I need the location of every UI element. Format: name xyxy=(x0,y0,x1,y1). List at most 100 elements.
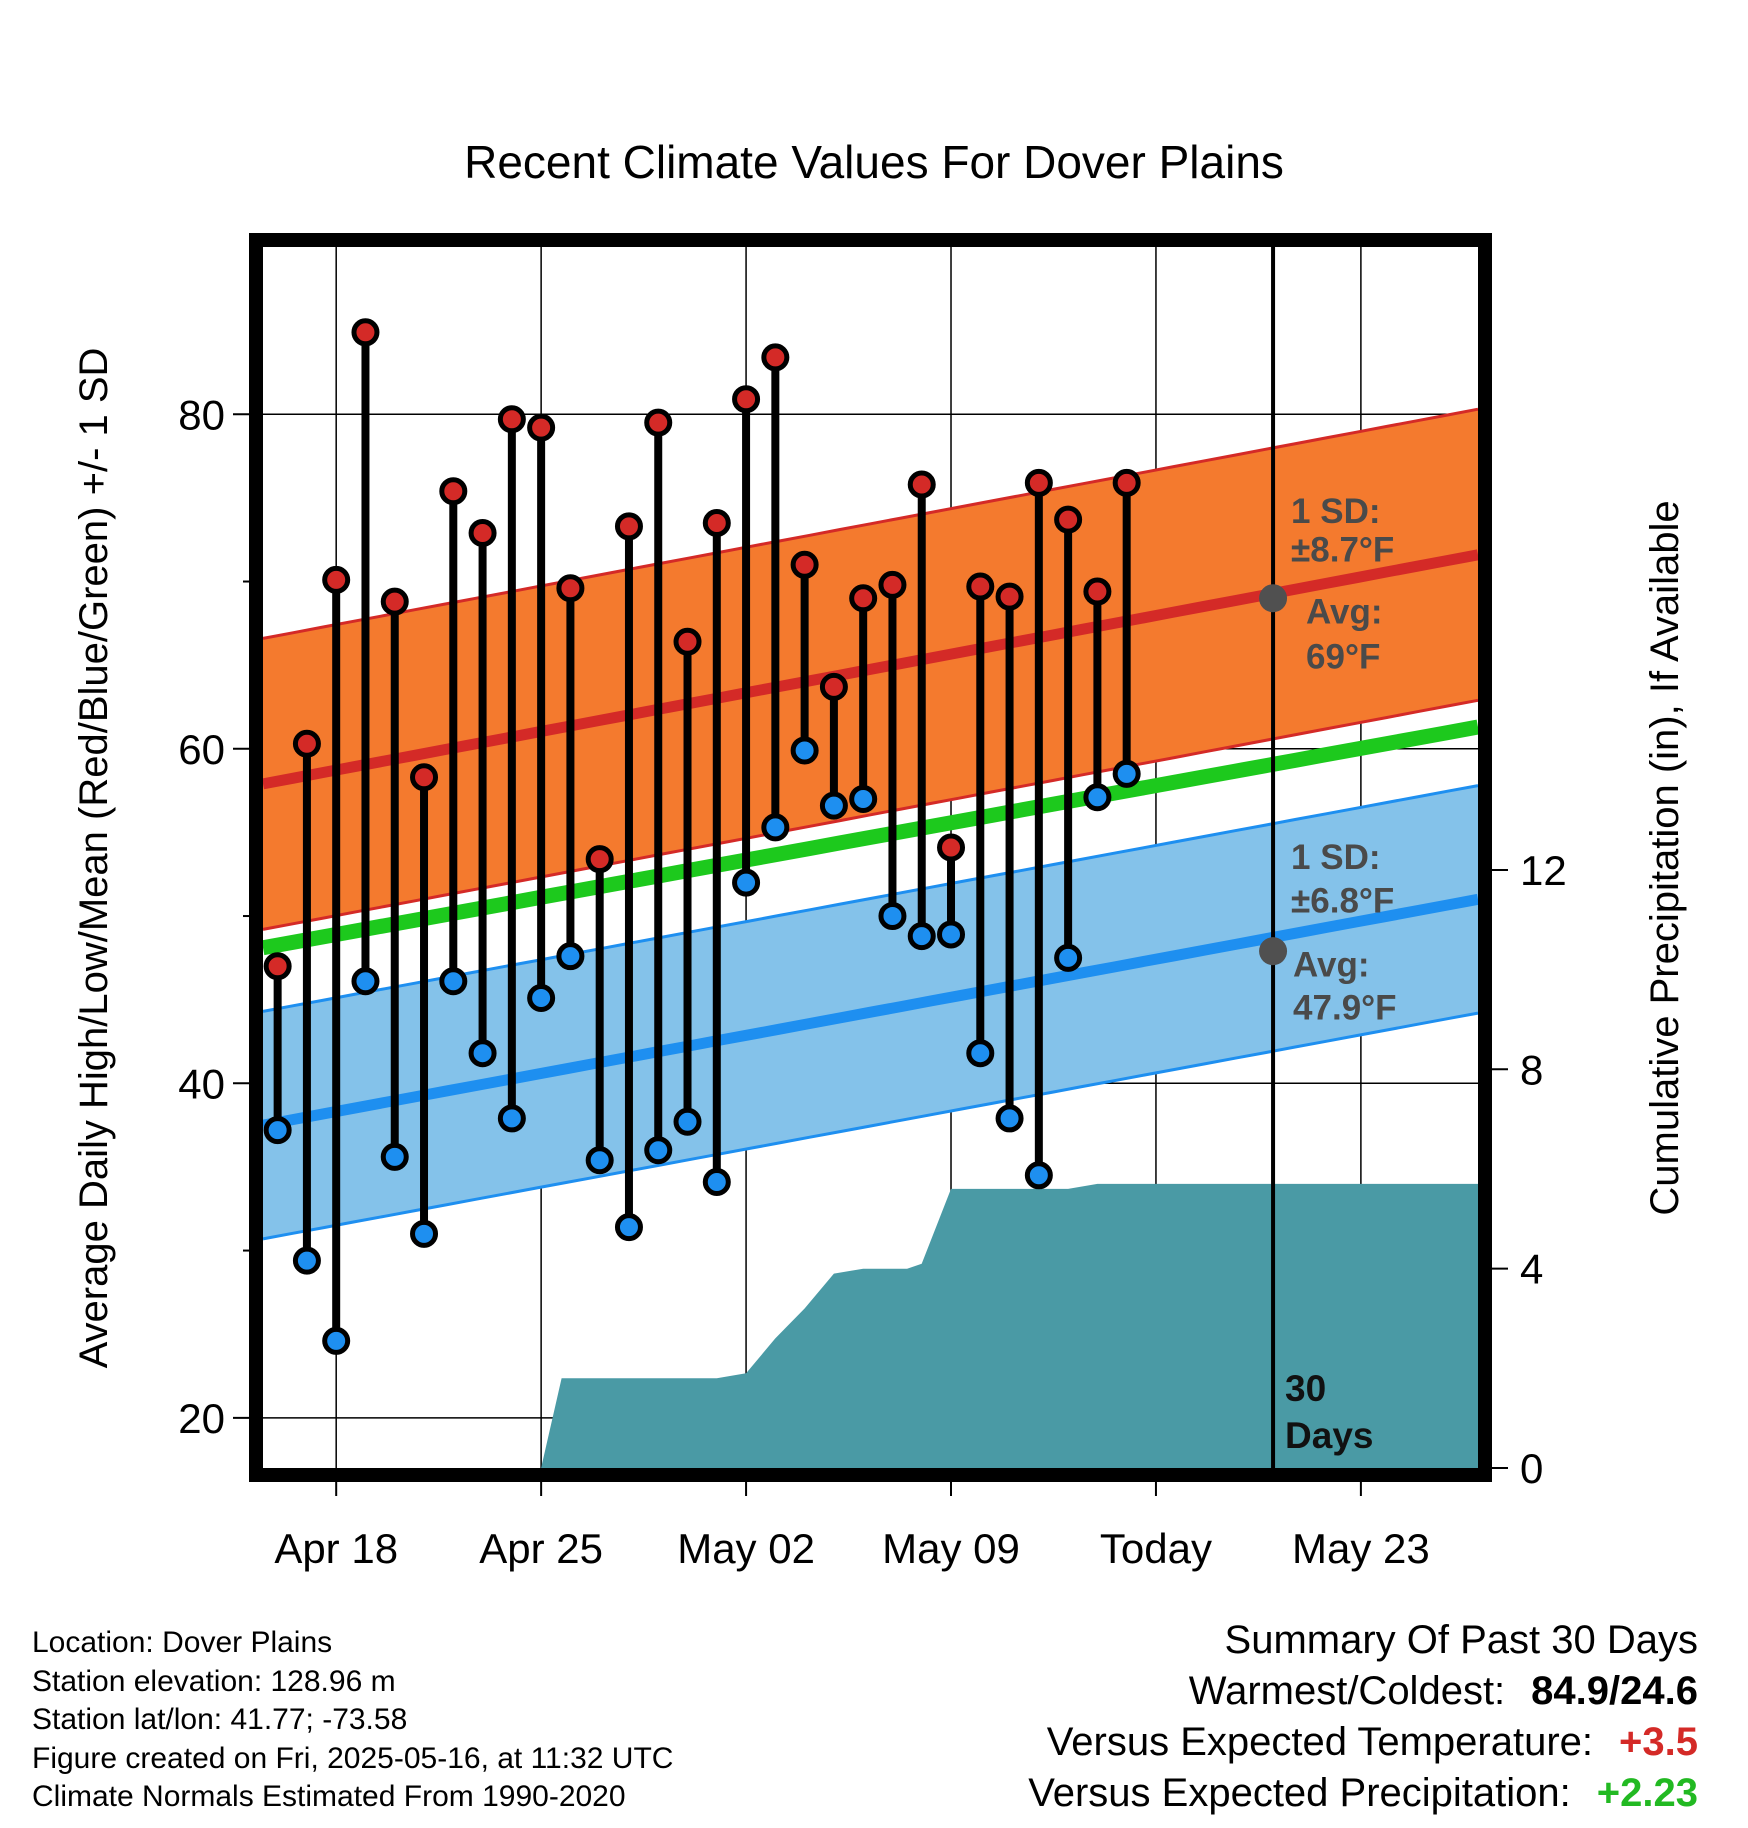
precip-departure-value: +2.23 xyxy=(1596,1771,1698,1815)
daily-low-point xyxy=(410,1219,439,1248)
daily-high-point xyxy=(1054,505,1083,534)
daily-low-point xyxy=(907,922,936,951)
daily-low-point xyxy=(966,1039,995,1068)
y-right-tick-label: 4 xyxy=(1520,1246,1543,1293)
daily-low-point xyxy=(1083,783,1112,812)
daily-high-point xyxy=(702,508,731,537)
summary-heading: Summary Of Past 30 Days xyxy=(1224,1618,1698,1662)
normal-low-band-lower xyxy=(262,1011,1479,1241)
daily-high-point xyxy=(995,582,1024,611)
normal-low-line xyxy=(262,893,1480,1131)
daily-high-point xyxy=(263,952,292,981)
daily-high-point xyxy=(907,470,936,499)
daily-low-point xyxy=(585,1146,614,1175)
created-text: Figure created on Fri, 2025-05-16, at 11… xyxy=(32,1741,674,1775)
daily-high-point xyxy=(292,729,321,758)
normal-high-band-upper xyxy=(262,407,1479,640)
y-left-axis-title: Average Daily High/Low/Mean (Red/Blue/Gr… xyxy=(72,348,116,1369)
high-sd-label: 1 SD: xyxy=(1291,492,1380,531)
elevation-text: Station elevation: 128.96 m xyxy=(32,1664,396,1698)
daily-low-point xyxy=(995,1104,1024,1133)
daily-high-point xyxy=(966,572,995,601)
daily-high-point xyxy=(878,570,907,599)
y-left-tick-label: 40 xyxy=(178,1060,225,1107)
chart-title: Recent Climate Values For Dover Plains xyxy=(464,136,1284,188)
daily-high-point xyxy=(644,408,673,437)
station-info: Location: Dover Plains Station elevation… xyxy=(32,1624,673,1817)
low-avg-label: Avg: xyxy=(1293,945,1369,984)
y-right-tick-label: 12 xyxy=(1520,847,1567,894)
latlon-text: Station lat/lon: 41.77; -73.58 xyxy=(32,1703,408,1736)
daily-low-point xyxy=(263,1116,292,1145)
low-avg-value: 47.9°F xyxy=(1293,989,1397,1028)
x-tick-label: May 02 xyxy=(677,1525,815,1572)
normal-high-band-lower xyxy=(262,698,1479,931)
daily-low-point xyxy=(673,1107,702,1136)
y-left-tick-label: 80 xyxy=(178,391,225,438)
normals-text: Climate Normals Estimated From 1990-2020 xyxy=(32,1780,626,1813)
daily-high-point xyxy=(937,833,966,862)
daily-low-point xyxy=(702,1167,731,1196)
x-tick-label: Today xyxy=(1100,1525,1212,1572)
summary-panel: Summary Of Past 30 Days Warmest/Coldest:… xyxy=(1028,1615,1698,1819)
daily-high-point xyxy=(732,385,761,414)
daily-high-point xyxy=(322,565,351,594)
high-avg-marker xyxy=(1259,584,1288,613)
x-tick-label: Apr 25 xyxy=(479,1525,603,1572)
daily-low-point xyxy=(292,1246,321,1275)
daily-high-point xyxy=(556,574,585,603)
low-avg-marker xyxy=(1259,937,1288,966)
days-word-label: Days xyxy=(1285,1415,1373,1456)
daily-low-point xyxy=(849,784,878,813)
daily-low-point xyxy=(878,902,907,931)
daily-low-point xyxy=(819,791,848,820)
y-left-tick-label: 60 xyxy=(178,726,225,773)
location-text: Location: Dover Plains xyxy=(32,1626,333,1659)
daily-low-point xyxy=(351,967,380,996)
daily-high-point xyxy=(497,405,526,434)
daily-low-point xyxy=(497,1104,526,1133)
daily-high-point xyxy=(468,519,497,548)
x-tick-label: May 09 xyxy=(882,1525,1020,1572)
y-left-tick-label: 20 xyxy=(178,1395,225,1442)
high-avg-label: Avg: xyxy=(1306,592,1382,631)
daily-high-point xyxy=(380,587,409,616)
daily-low-point xyxy=(790,736,819,765)
daily-low-point xyxy=(644,1136,673,1165)
daily-high-point xyxy=(761,343,790,372)
normal-mean-line xyxy=(261,719,1480,956)
daily-low-point xyxy=(1054,943,1083,972)
daily-high-point xyxy=(819,672,848,701)
daily-high-point xyxy=(790,550,819,579)
plot-frame xyxy=(249,233,1492,1482)
daily-high-point xyxy=(673,627,702,656)
high-sd-value: ±8.7°F xyxy=(1291,530,1394,569)
daily-high-point xyxy=(439,477,468,506)
y-right-axis-title: Cumulative Precipitation (in), If Availa… xyxy=(1643,500,1687,1215)
daily-high-point xyxy=(410,763,439,792)
low-sd-label: 1 SD: xyxy=(1291,838,1380,877)
x-tick-label: May 23 xyxy=(1292,1525,1430,1572)
temp-departure-value: +3.5 xyxy=(1619,1720,1698,1764)
x-axis-title: Day xyxy=(838,1603,909,1610)
daily-low-point xyxy=(614,1213,643,1242)
normal-low-band-upper xyxy=(262,784,1479,1013)
daily-high-point xyxy=(1024,468,1053,497)
y-right-tick-label: 8 xyxy=(1520,1046,1543,1093)
precip-area xyxy=(541,1183,1478,1468)
daily-high-point xyxy=(849,584,878,613)
temp-departure-label: Versus Expected Temperature: xyxy=(1046,1720,1594,1764)
daily-low-point xyxy=(439,967,468,996)
daily-low-point xyxy=(732,868,761,897)
daily-low-point xyxy=(527,983,556,1012)
x-tick-label: Apr 18 xyxy=(274,1525,398,1572)
daily-low-point xyxy=(761,813,790,842)
y-right-tick-label: 0 xyxy=(1520,1445,1543,1492)
warmest-coldest-label: Warmest/Coldest: xyxy=(1188,1669,1506,1713)
high-avg-value: 69°F xyxy=(1306,637,1380,676)
low-sd-value: ±6.8°F xyxy=(1291,882,1394,921)
precip-departure-label: Versus Expected Precipitation: xyxy=(1028,1771,1571,1815)
daily-low-point xyxy=(1024,1161,1053,1190)
daily-low-point xyxy=(937,920,966,949)
daily-high-point xyxy=(614,512,643,541)
